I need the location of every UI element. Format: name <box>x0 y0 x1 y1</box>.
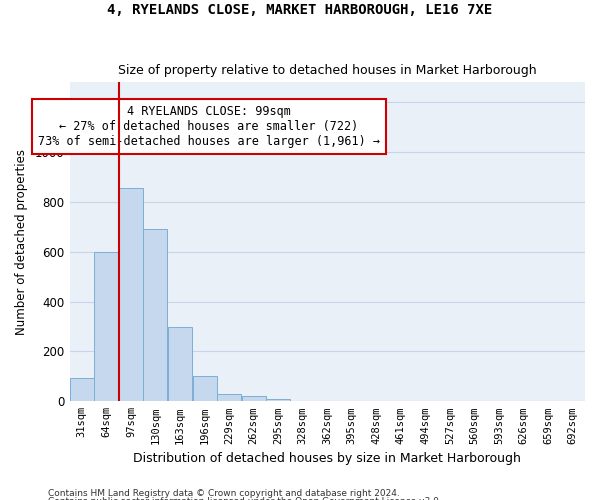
Y-axis label: Number of detached properties: Number of detached properties <box>15 149 28 335</box>
Text: 4, RYELANDS CLOSE, MARKET HARBOROUGH, LE16 7XE: 4, RYELANDS CLOSE, MARKET HARBOROUGH, LE… <box>107 2 493 16</box>
Bar <box>119 188 143 402</box>
Bar <box>94 252 118 402</box>
X-axis label: Distribution of detached houses by size in Market Harborough: Distribution of detached houses by size … <box>133 452 521 465</box>
Text: 4 RYELANDS CLOSE: 99sqm
← 27% of detached houses are smaller (722)
73% of semi-d: 4 RYELANDS CLOSE: 99sqm ← 27% of detache… <box>38 104 380 148</box>
Bar <box>242 396 266 402</box>
Bar <box>143 230 167 402</box>
Bar <box>193 376 217 402</box>
Bar <box>266 399 290 402</box>
Title: Size of property relative to detached houses in Market Harborough: Size of property relative to detached ho… <box>118 64 536 77</box>
Bar <box>217 394 241 402</box>
Text: Contains HM Land Registry data © Crown copyright and database right 2024.: Contains HM Land Registry data © Crown c… <box>48 488 400 498</box>
Text: Contains public sector information licensed under the Open Government Licence v3: Contains public sector information licen… <box>48 497 442 500</box>
Bar <box>70 378 94 402</box>
Bar <box>168 326 192 402</box>
